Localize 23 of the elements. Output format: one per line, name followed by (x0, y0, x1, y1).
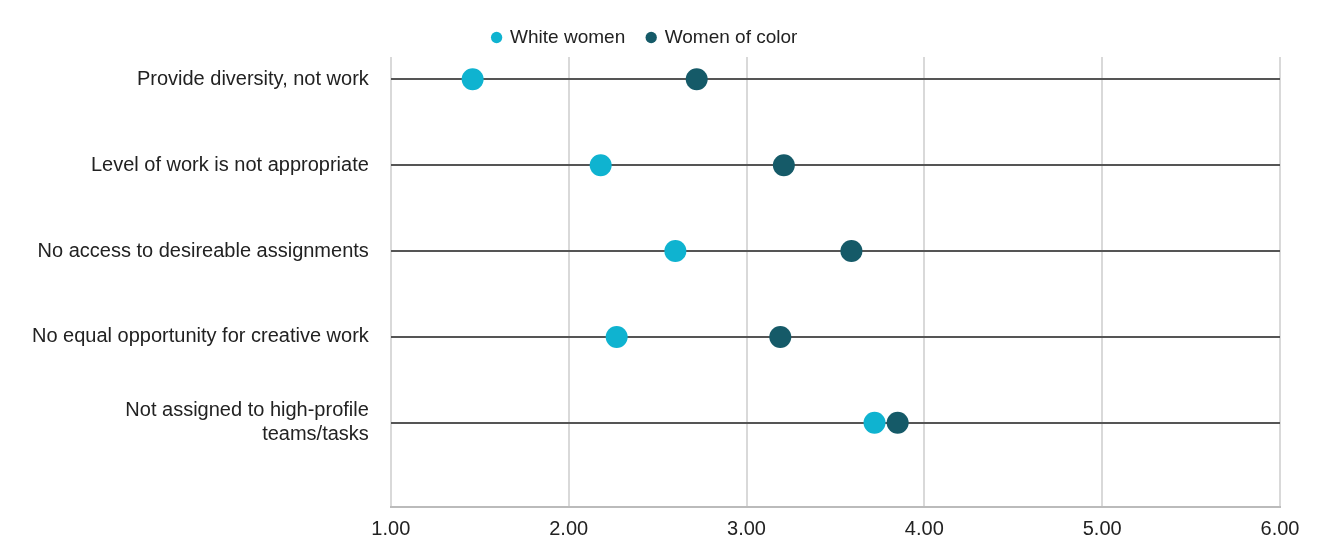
y-tick-label: No access to desireable assignments (37, 238, 369, 261)
x-tick-label: 5.00 (1082, 516, 1122, 539)
point (863, 411, 886, 434)
x-tick-label: 2.00 (549, 516, 589, 539)
y-tick-label: Level of work is not appropriate (90, 152, 369, 175)
point (685, 68, 708, 91)
legend-label: White women (510, 25, 626, 47)
point (772, 154, 795, 177)
y-tick-label: Provide diversity, not work (136, 66, 370, 89)
y-tick-label: No equal opportunity for creative work (31, 324, 370, 347)
x-tick-label: 3.00 (727, 516, 766, 539)
legend-label: Women of color (664, 25, 799, 47)
point (605, 325, 628, 348)
point (664, 240, 687, 263)
point (840, 240, 863, 263)
point (461, 68, 484, 91)
point (589, 154, 612, 177)
point (769, 325, 792, 348)
x-tick-label: 4.00 (904, 516, 944, 539)
x-tick-label: 6.00 (1260, 516, 1300, 539)
y-tick-label: Not assigned to high-profile teams/tasks (125, 398, 369, 445)
x-tick-label: 1.00 (371, 516, 411, 539)
point (886, 411, 909, 434)
